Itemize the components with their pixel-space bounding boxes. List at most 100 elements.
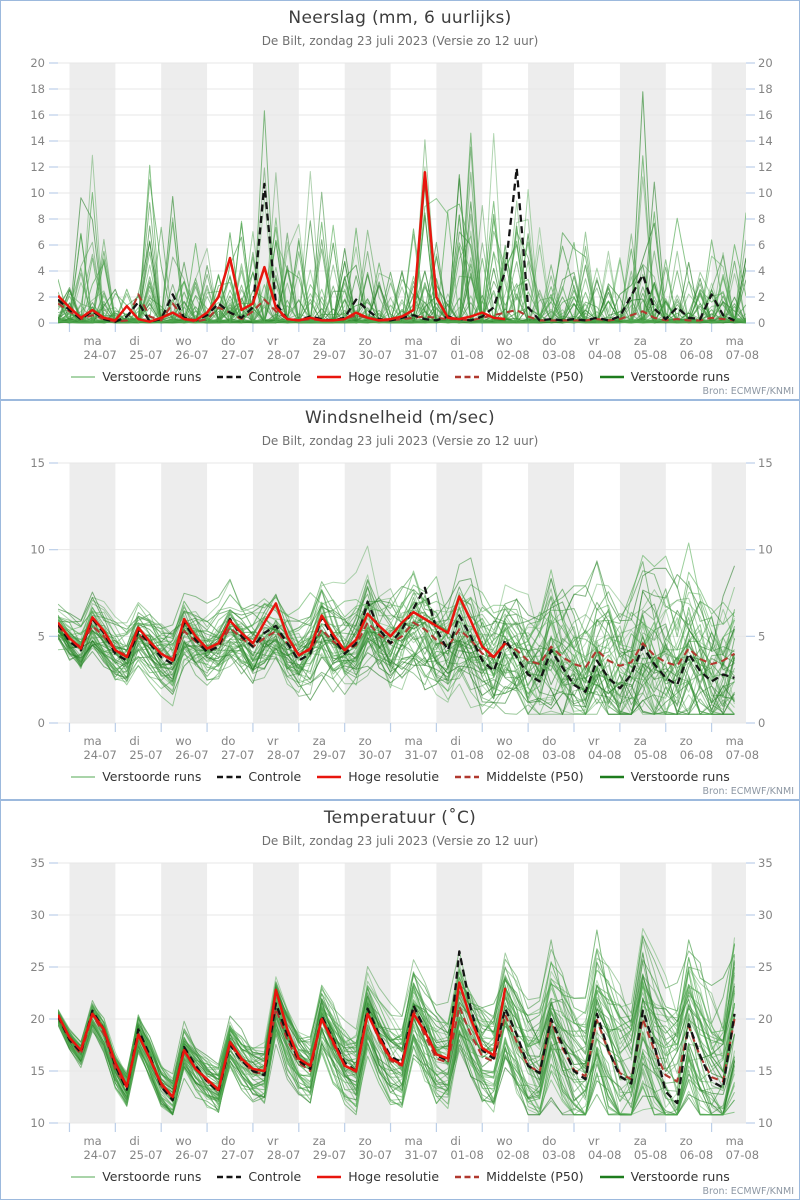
day-bands — [69, 863, 746, 1123]
legend-item-4: Verstoorde runs — [599, 769, 730, 784]
svg-text:30-07: 30-07 — [359, 348, 392, 362]
svg-text:4: 4 — [38, 264, 45, 278]
svg-text:vr: vr — [267, 1134, 279, 1148]
legend-item-4: Verstoorde runs — [599, 369, 730, 384]
legend-label: Hoge resolutie — [348, 369, 440, 384]
svg-text:31-07: 31-07 — [405, 1148, 438, 1162]
svg-text:20: 20 — [758, 56, 773, 70]
legend-line-icon — [317, 1175, 342, 1178]
legend-item-1: Controle — [216, 369, 301, 384]
svg-text:do: do — [542, 734, 556, 748]
svg-text:35: 35 — [758, 856, 773, 870]
svg-text:ma: ma — [405, 1134, 423, 1148]
svg-text:02-08: 02-08 — [496, 1148, 529, 1162]
svg-text:31-07: 31-07 — [405, 348, 438, 362]
source-note: Bron: ECMWF/KNMI — [702, 1186, 795, 1197]
ensemble-run-line — [58, 939, 735, 1083]
controle-line — [58, 167, 735, 323]
legend: Verstoorde runs Controle Hoge resolutie Mid… — [1, 769, 799, 784]
chart-subtitle: De Bilt, zondag 23 juli 2023 (Versie zo … — [261, 834, 539, 848]
svg-text:vr: vr — [588, 334, 600, 348]
ensemble-run-line — [58, 627, 735, 715]
legend-label: Hoge resolutie — [348, 769, 440, 784]
ensemble-run-line — [58, 593, 735, 715]
svg-text:28-07: 28-07 — [267, 1148, 300, 1162]
svg-text:zo: zo — [680, 734, 693, 748]
legend-line-icon — [599, 775, 624, 778]
ensemble-run-line — [58, 952, 735, 1082]
legend-label: Middelste (P50) — [486, 369, 584, 384]
legend-item-2: Hoge resolutie — [316, 1169, 439, 1184]
y-axis: 0 0 2 2 4 4 6 6 8 8 10 10 12 12 14 14 16 16 18 18 20 20 — [30, 56, 772, 330]
svg-text:10: 10 — [758, 543, 773, 557]
source-note: Bron: ECMWF/KNMI — [702, 786, 795, 797]
svg-text:10: 10 — [30, 543, 45, 557]
chart-panel-temperatuur: Temperatuur (˚C) De Bilt, zondag 23 juli… — [0, 800, 800, 1200]
svg-text:za: za — [313, 734, 326, 748]
legend-item-0: Verstoorde runs — [70, 769, 201, 784]
svg-text:do: do — [221, 734, 235, 748]
svg-text:05-08: 05-08 — [634, 1148, 667, 1162]
svg-text:wo: wo — [175, 334, 191, 348]
hires-line — [58, 170, 506, 323]
svg-text:wo: wo — [496, 334, 512, 348]
legend-item-2: Hoge resolutie — [316, 369, 439, 384]
svg-text:di: di — [450, 734, 461, 748]
legend-line-icon — [455, 1175, 480, 1178]
svg-text:35: 35 — [30, 856, 45, 870]
svg-text:15: 15 — [30, 456, 45, 470]
chart-subtitle: De Bilt, zondag 23 juli 2023 (Versie zo … — [261, 34, 539, 48]
svg-text:wo: wo — [175, 1134, 191, 1148]
legend-label: Hoge resolutie — [348, 1169, 440, 1184]
svg-text:03-08: 03-08 — [542, 748, 575, 762]
svg-text:16: 16 — [30, 108, 45, 122]
legend-line-icon — [317, 375, 342, 378]
ensemble-run-line — [58, 976, 735, 1089]
legend-label: Controle — [248, 369, 302, 384]
svg-text:zo: zo — [359, 1134, 372, 1148]
svg-text:zo: zo — [680, 334, 693, 348]
svg-text:0: 0 — [38, 716, 45, 730]
legend-item-2: Hoge resolutie — [316, 769, 439, 784]
legend-item-1: Controle — [216, 769, 301, 784]
ensemble-run-line — [58, 139, 746, 324]
legend-item-3: Middelste (P50) — [454, 769, 584, 784]
svg-text:zo: zo — [680, 1134, 693, 1148]
ensemble-run-line — [58, 1019, 735, 1116]
svg-text:04-08: 04-08 — [588, 748, 621, 762]
ensemble-run-line — [58, 627, 735, 715]
legend-line-icon — [71, 775, 96, 778]
legend-label: Verstoorde runs — [102, 769, 202, 784]
y-axis: 10 10 15 15 20 20 25 25 30 30 35 35 — [30, 856, 772, 1130]
ensemble-runs — [58, 91, 746, 324]
svg-text:di: di — [129, 734, 140, 748]
ensemble-run-line — [58, 557, 735, 673]
svg-text:07-08: 07-08 — [726, 348, 759, 362]
svg-text:wo: wo — [496, 1134, 512, 1148]
legend: Verstoorde runs Controle Hoge resolutie Mid… — [1, 1169, 799, 1184]
svg-text:06-08: 06-08 — [680, 1148, 713, 1162]
legend-label: Controle — [248, 1169, 302, 1184]
legend-item-0: Verstoorde runs — [70, 369, 201, 384]
ensemble-run-line — [58, 974, 735, 1094]
svg-text:20: 20 — [30, 56, 45, 70]
controle-line — [58, 950, 736, 1105]
svg-text:18: 18 — [758, 82, 773, 96]
svg-text:zo: zo — [359, 734, 372, 748]
svg-text:20: 20 — [758, 1012, 773, 1026]
legend-label: Verstoorde runs — [630, 769, 730, 784]
ensemble-run-line — [58, 542, 735, 660]
svg-text:zo: zo — [359, 334, 372, 348]
ensemble-run-line — [58, 608, 735, 714]
svg-text:18: 18 — [30, 82, 45, 96]
svg-text:24-07: 24-07 — [83, 1148, 116, 1162]
ensemble-run-line — [58, 937, 735, 1088]
svg-text:10: 10 — [758, 186, 773, 200]
svg-text:wo: wo — [175, 734, 191, 748]
svg-text:30: 30 — [758, 908, 773, 922]
legend-line-icon — [71, 1175, 96, 1178]
svg-text:29-07: 29-07 — [313, 348, 346, 362]
svg-text:07-08: 07-08 — [726, 1148, 759, 1162]
